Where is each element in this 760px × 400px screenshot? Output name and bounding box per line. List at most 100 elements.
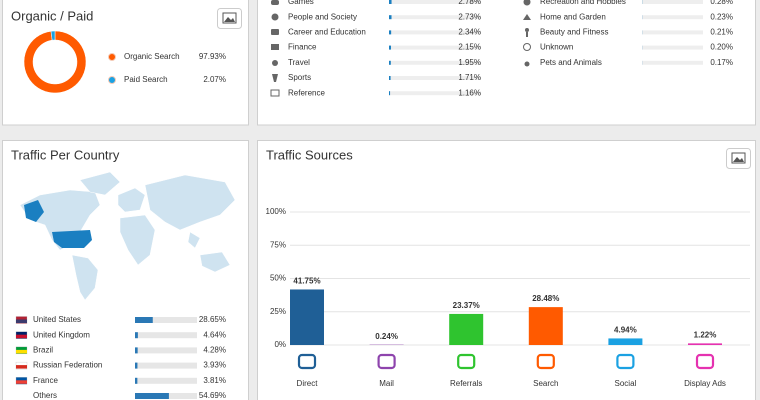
y-tick-label: 0% [274, 340, 286, 349]
bar-track [135, 317, 197, 323]
y-tick-label: 50% [270, 274, 286, 283]
source-icon [695, 353, 715, 370]
source-icon [616, 353, 635, 370]
bar-value: 4.28% [203, 346, 226, 355]
legend-label: Paid Search [124, 75, 168, 84]
country-label: Others [33, 391, 57, 400]
bar-track [389, 30, 481, 35]
bar [135, 362, 138, 369]
bar-value: 0.21% [710, 28, 733, 37]
bar-track [642, 45, 703, 50]
country-label: Brazil [33, 346, 53, 355]
category-label[interactable]: People and Society [288, 12, 357, 21]
export-button[interactable] [726, 148, 751, 169]
bar-track [642, 60, 703, 65]
x-tick-label[interactable]: Direct [297, 379, 319, 388]
country-label: France [33, 376, 58, 385]
bar-value: 0.17% [710, 58, 733, 67]
export-button[interactable] [217, 8, 242, 29]
category-label[interactable]: Games [288, 0, 314, 6]
category-label[interactable]: Recreation and Hobbies [540, 0, 626, 6]
bar-value: 0.28% [710, 0, 733, 6]
bar-value: 4.64% [203, 330, 226, 339]
bar [290, 289, 324, 345]
panel [2, 0, 249, 126]
value-label: 41.75% [293, 277, 320, 286]
bar-value: 0.23% [710, 12, 733, 21]
bar-track [642, 30, 703, 35]
bar-track [389, 15, 481, 20]
y-tick-label: 75% [270, 240, 286, 249]
bar-value: 28.65% [199, 315, 226, 324]
x-tick-label[interactable]: Social [615, 379, 637, 388]
map-region-highlight [52, 230, 92, 248]
category-label[interactable]: Career and Education [288, 28, 366, 37]
bar [135, 377, 138, 384]
category-label[interactable]: Travel [288, 58, 310, 67]
donut-slice [50, 30, 56, 41]
bar [389, 60, 391, 65]
bar-value: 1.95% [458, 58, 481, 67]
flag [16, 380, 27, 384]
source-icon [457, 353, 476, 370]
bar [135, 347, 138, 354]
category-label[interactable]: Pets and Animals [540, 58, 602, 67]
bar-track [389, 91, 481, 96]
category-label[interactable]: Finance [288, 43, 317, 52]
flag [16, 334, 27, 339]
bar-track [389, 76, 481, 80]
country-label: Russian Federation [33, 361, 102, 370]
map-region-highlight [24, 200, 44, 222]
category-label[interactable]: Sports [288, 73, 311, 82]
value-label: 23.37% [453, 301, 480, 310]
bar [389, 45, 391, 50]
country-label: United Kingdom [33, 330, 90, 339]
bar-value: 0.20% [710, 43, 733, 52]
category-label[interactable]: Unknown [540, 43, 573, 52]
country-label: United States [33, 315, 81, 324]
category-icons [270, 0, 531, 97]
bar-track [135, 362, 197, 369]
bar [528, 307, 563, 345]
bar [389, 0, 392, 4]
bar [449, 313, 484, 345]
bar-track [389, 0, 481, 4]
value-label: 28.48% [532, 294, 559, 303]
flag [16, 365, 27, 369]
panel-title: Traffic Sources [266, 147, 353, 162]
x-tick-label[interactable]: Display Ads [684, 379, 726, 388]
source-icon [297, 353, 317, 370]
legend-label: Organic Search [124, 52, 180, 61]
legend-value: 2.07% [203, 75, 226, 84]
bar-value: 2.15% [458, 43, 481, 52]
category-label[interactable]: Beauty and Fitness [540, 28, 608, 37]
x-tick-label[interactable]: Referrals [450, 379, 482, 388]
bar-value: 2.34% [458, 28, 481, 37]
legend-value: 97.93% [199, 52, 226, 61]
bar [389, 15, 392, 20]
value-label: 1.22% [694, 330, 717, 339]
legend-marker [108, 53, 116, 61]
bar [389, 76, 391, 80]
bar [135, 317, 153, 323]
value-label: 4.94% [614, 326, 637, 335]
bar-track [642, 0, 703, 4]
category-label[interactable]: Home and Garden [540, 12, 606, 21]
bar [688, 343, 722, 345]
x-tick-label[interactable]: Mail [379, 379, 394, 388]
x-tick-label[interactable]: Search [533, 379, 558, 388]
bar-track [389, 60, 481, 65]
legend-marker [108, 76, 116, 84]
bar-track [135, 377, 197, 384]
category-label[interactable]: Reference [288, 88, 325, 97]
donut-slice [23, 30, 87, 94]
bar [389, 91, 391, 96]
source-icon [377, 353, 396, 370]
bar-value: 1.16% [458, 88, 481, 97]
bar-value: 54.69% [199, 391, 226, 400]
panel-title: Organic / Paid [11, 8, 93, 23]
bar-value: 2.78% [458, 0, 481, 6]
bar [135, 393, 169, 399]
bar-value: 1.71% [458, 73, 481, 82]
